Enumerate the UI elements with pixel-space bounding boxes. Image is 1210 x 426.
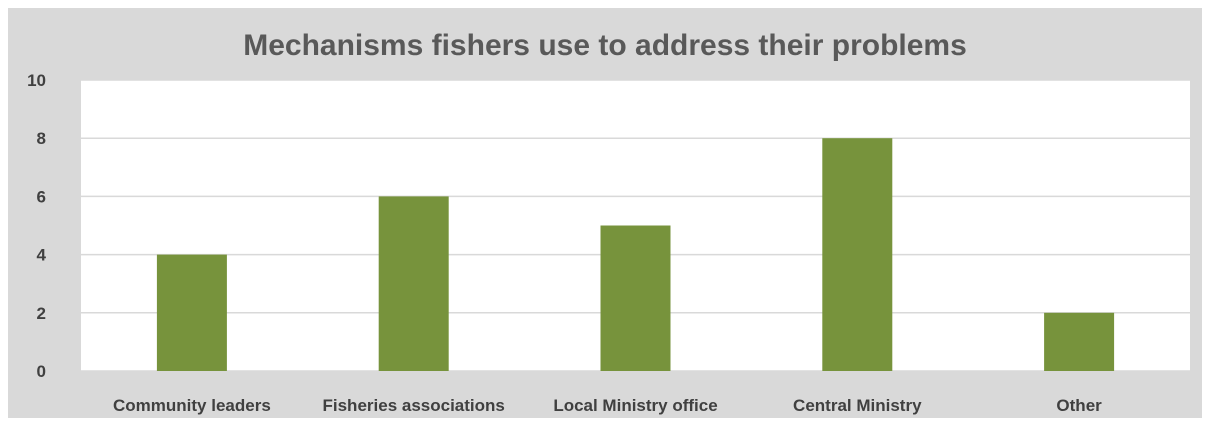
x-tick-label: Central Ministry [793,396,922,415]
chart-title: Mechanisms fishers use to address their … [243,29,967,62]
x-tick-label: Local Ministry office [553,396,717,415]
bar-local-ministry-office [600,225,671,371]
bar-community-leaders [156,254,227,371]
y-tick-label: 2 [37,304,46,323]
bar-other [1044,312,1115,371]
bar-fisheries-associations [378,196,449,371]
y-tick-label: 8 [37,129,46,148]
y-tick-label: 10 [27,71,46,90]
y-tick-label: 4 [37,246,47,265]
bars [156,138,1115,371]
x-tick-label: Other [1056,396,1102,415]
chart-frame: Mechanisms fishers use to address their … [8,8,1202,418]
y-axis-ticks: 0 2 4 6 8 10 [27,71,46,381]
y-tick-label: 0 [37,362,46,381]
bar-central-ministry [822,138,893,371]
x-tick-label: Community leaders [113,396,271,415]
bar-chart: 0 2 4 6 8 10 Community leaders Fisheries assoc… [27,71,1190,415]
x-tick-label: Fisheries associations [323,396,505,415]
x-axis-ticks: Community leaders Fisheries associations L… [113,396,1102,415]
y-tick-label: 6 [37,187,46,206]
